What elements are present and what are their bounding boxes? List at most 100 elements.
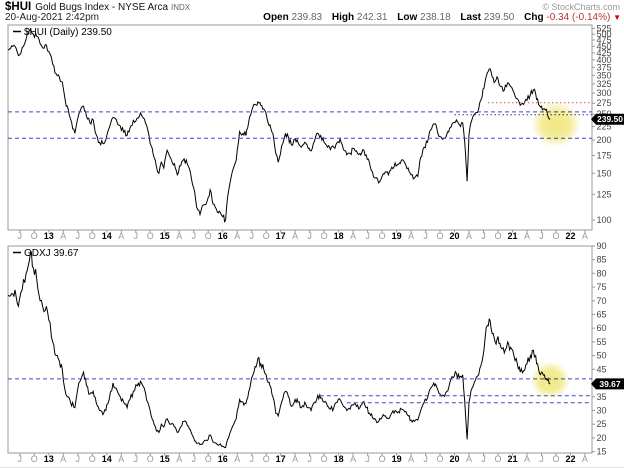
x-axis-label: J (539, 231, 544, 241)
y-axis-label: 50 (597, 351, 607, 361)
y-axis-label: 60 (597, 323, 607, 333)
x-axis-label: O (379, 454, 386, 464)
x-axis-label: O (321, 231, 328, 241)
x-axis-label: A (292, 454, 298, 464)
x-axis-label: A (582, 454, 588, 464)
y-axis-label: 525 (597, 23, 612, 33)
y-axis-label: 150 (597, 168, 612, 178)
x-axis-label: A (582, 231, 588, 241)
x-axis-label: 15 (160, 454, 170, 464)
plot-border (7, 24, 593, 231)
x-axis-label: 18 (334, 454, 344, 464)
x-axis-label: 16 (218, 454, 228, 464)
x-axis-label: 20 (449, 454, 459, 464)
svg-text:239.50: 239.50 (597, 114, 623, 124)
y-axis-label: 350 (597, 70, 612, 80)
y-axis-label: 225 (597, 121, 612, 131)
x-axis-label: A (60, 231, 66, 241)
y-axis-label: 275 (597, 98, 612, 108)
x-axis-label: 14 (102, 231, 112, 241)
x-axis-label: O (494, 231, 501, 241)
x-axis-label: J (481, 454, 486, 464)
y-axis-label: 30 (597, 406, 607, 416)
x-axis-label: J (76, 454, 81, 464)
x-axis-label: J (365, 454, 370, 464)
last-price-tag: 39.67 (591, 378, 624, 390)
x-axis-label: A (350, 454, 356, 464)
x-axis-label: J (18, 454, 23, 464)
x-axis-label: O (31, 231, 38, 241)
x-axis-label: 21 (507, 454, 517, 464)
x-axis-label: A (234, 231, 240, 241)
x-axis-label: A (524, 231, 530, 241)
chg-value: -0.34 (-0.14%) (546, 12, 611, 23)
x-axis-label: O (263, 454, 270, 464)
y-axis-label: 70 (597, 296, 607, 306)
y-axis-label: 175 (597, 150, 612, 160)
y-axis-label: 45 (597, 364, 607, 374)
x-axis-label: O (205, 231, 212, 241)
x-axis-label: O (552, 454, 559, 464)
x-axis-label: 16 (218, 231, 228, 241)
x-axis-label: A (118, 231, 124, 241)
x-axis-label: 19 (392, 231, 402, 241)
x-axis-label: O (89, 454, 96, 464)
high-value: 242.31 (356, 12, 388, 23)
x-axis-label: A (350, 231, 356, 241)
x-axis-label: O (205, 454, 212, 464)
x-axis-label: J (134, 454, 139, 464)
x-axis-label: A (234, 454, 240, 464)
x-axis-label: O (552, 231, 559, 241)
y-axis-label: 125 (597, 189, 612, 199)
index-name: Gold Bugs Index - NYSE Arca (35, 2, 169, 13)
hui-panel: J O 13 A J O 14 A J O 15 A J O 16 A J O 17 A J O 18 A J O 19 A J O 20 A… (7, 23, 624, 241)
x-axis-label: O (436, 454, 443, 464)
x-axis-label: J (365, 231, 370, 241)
low-label: Low (397, 12, 418, 23)
x-axis-label: 13 (44, 454, 54, 464)
x-axis-label: A (524, 454, 530, 464)
x-axis-label: O (89, 231, 96, 241)
x-axis-label: J (249, 231, 254, 241)
x-axis-label: J (539, 454, 544, 464)
x-axis-label: 18 (334, 231, 344, 241)
x-axis-label: O (321, 454, 328, 464)
y-axis-label: 300 (597, 88, 612, 98)
y-axis-label: 200 (597, 135, 612, 145)
x-axis-label: J (481, 231, 486, 241)
x-axis-label: 17 (276, 231, 286, 241)
y-axis-label: 100 (597, 215, 612, 225)
x-axis-label: J (191, 454, 196, 464)
x-axis-label: J (134, 231, 139, 241)
x-axis-label: J (423, 231, 428, 241)
y-axis-label: 20 (597, 433, 607, 443)
y-axis-label: 15 (597, 447, 607, 457)
y-axis-label: 25 (597, 419, 607, 429)
legend-label: $HUI (Daily) 239.50 (24, 27, 112, 38)
x-axis-label: A (292, 231, 298, 241)
x-axis-label: O (379, 231, 386, 241)
x-axis-label: A (176, 454, 182, 464)
x-axis-label: O (436, 231, 443, 241)
x-axis-label: 22 (565, 231, 575, 241)
x-axis-label: O (31, 454, 38, 464)
x-axis-label: A (176, 231, 182, 241)
highlight-circle (531, 101, 581, 148)
open-label: Open (263, 12, 289, 23)
y-axis-label: 75 (597, 282, 607, 292)
x-axis-label: A (60, 454, 66, 464)
x-axis-label: 20 (449, 231, 459, 241)
y-axis-label: 375 (597, 62, 612, 72)
x-axis-label: J (307, 454, 312, 464)
x-axis-label: J (423, 454, 428, 464)
svg-text:39.67: 39.67 (599, 379, 621, 389)
y-axis-label: 65 (597, 310, 607, 320)
chart-datetime: 20-Aug-2021 2:42pm (5, 12, 99, 23)
last-price-tag: 239.50 (591, 113, 624, 125)
y-axis-label: 90 (597, 241, 607, 251)
y-axis-label: 85 (597, 255, 607, 265)
legend-label: GDXJ 39.67 (24, 248, 79, 259)
gdxj-price-line (7, 250, 551, 449)
x-axis-label: A (408, 231, 414, 241)
